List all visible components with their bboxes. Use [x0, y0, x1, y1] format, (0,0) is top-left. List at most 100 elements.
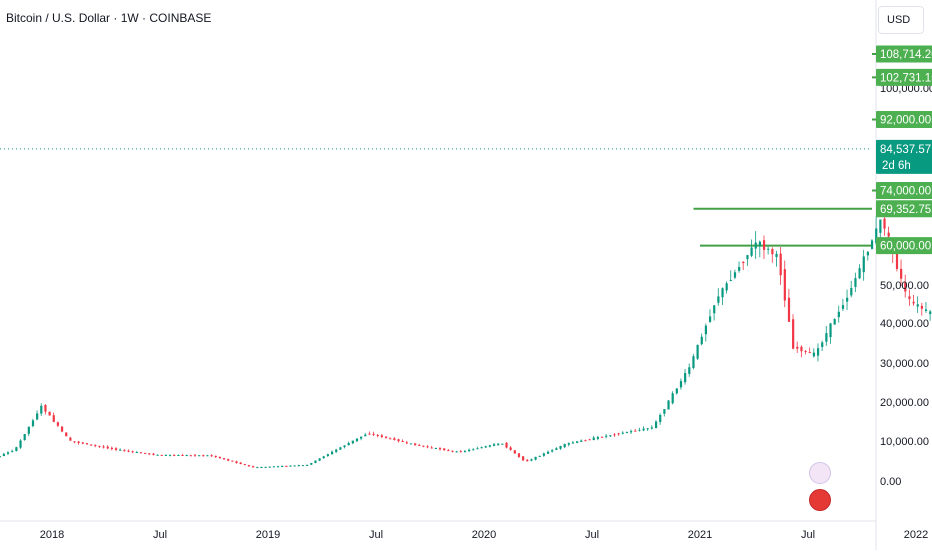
- candle-body: [866, 251, 870, 256]
- candle-body: [139, 452, 143, 454]
- candle-body: [787, 297, 791, 322]
- candle-body: [571, 442, 575, 444]
- candle-body: [767, 248, 770, 250]
- candle-body: [239, 462, 242, 465]
- candle-body: [530, 459, 533, 461]
- candle-body: [630, 431, 633, 433]
- candle-body: [289, 465, 292, 467]
- us-flag-icon[interactable]: [809, 489, 831, 511]
- candle-body: [372, 433, 375, 435]
- candle-body: [792, 319, 795, 349]
- candle-body: [605, 435, 608, 437]
- candle-body: [468, 449, 471, 452]
- candle-body: [426, 446, 429, 448]
- candle-body: [293, 465, 296, 467]
- candle-body: [929, 311, 932, 315]
- candle-body: [247, 465, 251, 467]
- candle-body: [912, 301, 915, 304]
- candle-body: [185, 455, 188, 457]
- candle-body: [738, 267, 741, 271]
- candle-body: [168, 454, 172, 456]
- candle-body: [360, 436, 363, 439]
- candle-body: [754, 242, 757, 249]
- candle-body: [418, 444, 421, 446]
- price-label-box: [876, 139, 932, 174]
- candle-body: [106, 446, 109, 449]
- candle-body: [393, 438, 396, 441]
- candle-body: [156, 454, 159, 456]
- candle-body: [742, 261, 745, 264]
- candle-body: [563, 444, 566, 448]
- candle-body: [52, 415, 55, 422]
- candle-body: [684, 373, 687, 383]
- candle-body: [218, 456, 222, 459]
- candle-body: [505, 442, 508, 448]
- candle-body: [775, 253, 778, 257]
- candle-body: [222, 458, 226, 460]
- price-label-box: [876, 68, 932, 86]
- candle-body: [451, 450, 454, 452]
- candle-body: [783, 269, 786, 301]
- candle-body: [534, 456, 537, 460]
- candle-body: [804, 350, 807, 352]
- candle-body: [829, 323, 832, 338]
- price-label-countdown: 2d 6h: [882, 160, 911, 172]
- candle-body: [443, 448, 446, 451]
- candle-body: [596, 437, 600, 439]
- price-label: 102,731.15: [880, 72, 932, 84]
- candle-body: [717, 296, 720, 303]
- candle-body: [119, 449, 122, 451]
- candle-body: [671, 393, 674, 404]
- candle-body: [0, 456, 1, 458]
- candle-body: [688, 367, 691, 374]
- candle-body: [131, 451, 134, 453]
- candle-body: [380, 435, 384, 437]
- currency-selector[interactable]: USD: [878, 6, 924, 34]
- candle-body: [833, 319, 836, 325]
- candle-body: [916, 304, 919, 307]
- candle-body: [846, 297, 849, 302]
- candle-body: [401, 440, 404, 442]
- candle-body: [613, 434, 616, 436]
- candle-body: [368, 433, 371, 435]
- candle-body: [492, 444, 496, 446]
- candle-body: [480, 447, 483, 449]
- candle-body: [351, 440, 354, 444]
- candle-body: [696, 344, 699, 359]
- candle-body: [713, 305, 716, 314]
- candle-body: [895, 250, 899, 269]
- candle-body: [729, 280, 732, 282]
- candle-body: [725, 283, 728, 291]
- candle-body: [546, 451, 550, 454]
- candle-body: [646, 428, 649, 430]
- candle-body: [455, 451, 458, 453]
- candle-body: [463, 450, 467, 452]
- candle-body: [276, 466, 280, 468]
- candle-body: [700, 336, 703, 345]
- candle-body: [73, 441, 76, 443]
- candle-body: [202, 455, 205, 457]
- candle-body: [584, 440, 587, 442]
- x-tick-label: 2022: [904, 529, 928, 541]
- y-tick-label: 100,000.00: [880, 83, 932, 95]
- price-label: 74,000.00: [880, 185, 931, 197]
- candle-body: [235, 461, 238, 463]
- candle-body: [330, 451, 334, 455]
- price-label-box: [876, 45, 932, 63]
- candle-body: [11, 450, 14, 452]
- y-tick-label: 30,000.00: [880, 358, 929, 370]
- candle-body: [459, 451, 462, 453]
- candle-body: [438, 448, 442, 450]
- candle-body: [173, 455, 176, 457]
- candle-body: [638, 429, 641, 431]
- candle-body: [559, 445, 562, 449]
- candle-body: [800, 346, 803, 352]
- candle-body: [260, 467, 263, 469]
- candle-body: [812, 352, 816, 357]
- lightning-icon[interactable]: [809, 462, 831, 484]
- candle-body: [538, 455, 541, 457]
- x-tick-label: Jul: [801, 529, 815, 541]
- candle-body: [762, 240, 766, 250]
